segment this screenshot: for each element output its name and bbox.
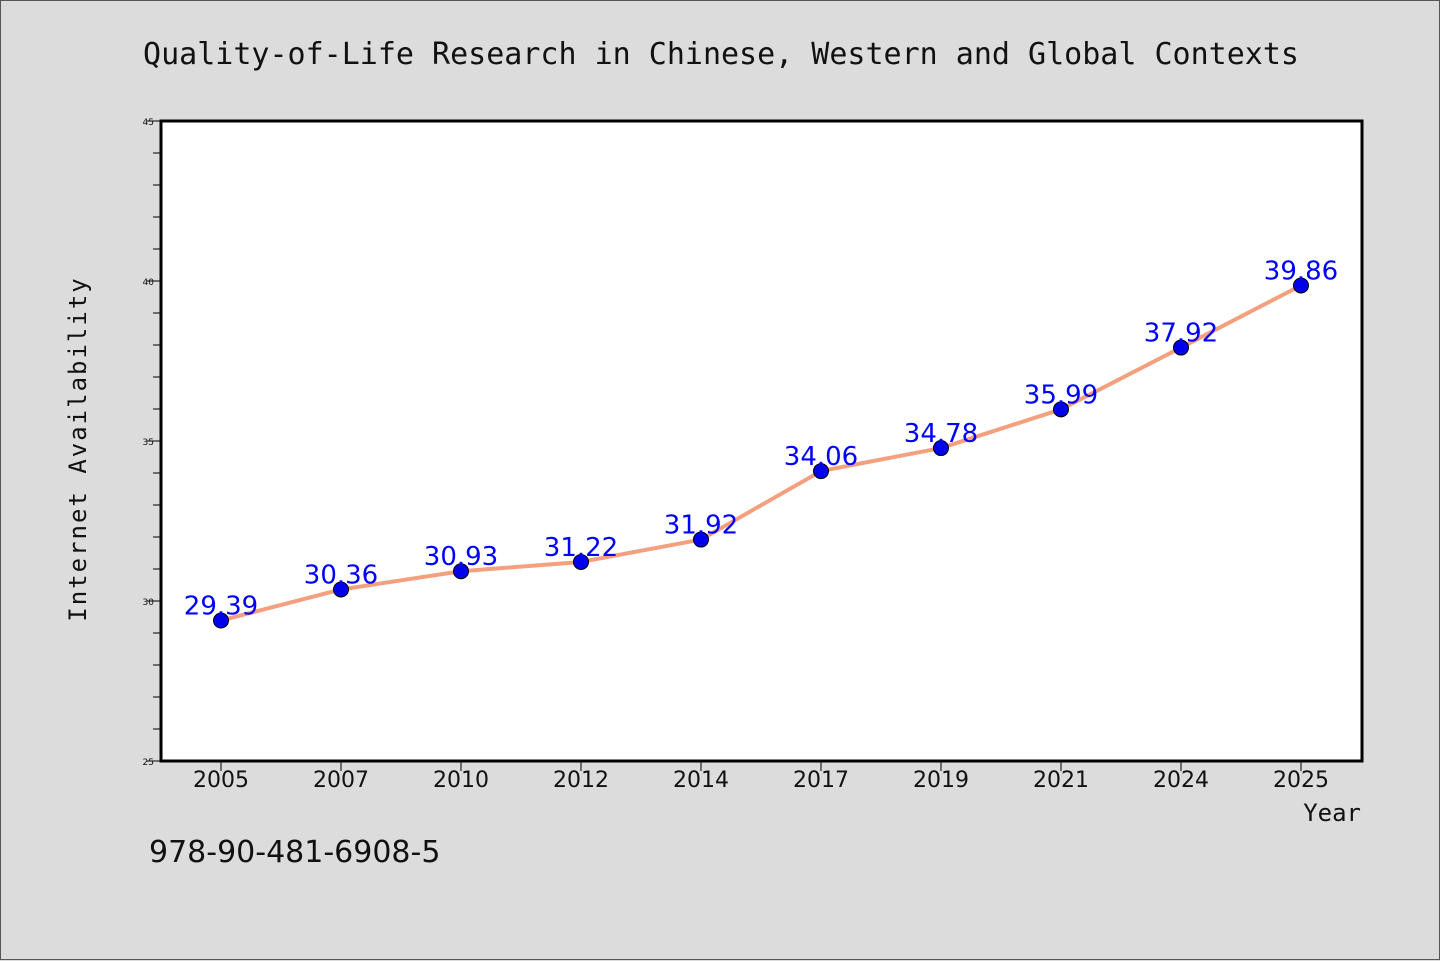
x-tick-label: 2024 [1153, 768, 1209, 793]
x-tick-label: 2025 [1273, 768, 1329, 793]
x-tick-label: 2010 [433, 768, 489, 793]
data-point [453, 563, 469, 580]
x-tick-label: 2012 [553, 768, 609, 793]
x-tick-label: 2021 [1033, 768, 1089, 793]
data-label: 29.39 [184, 592, 258, 622]
series-layer: 29.39 30.36 30.93 31.22 31.92 34.06 34.78 35.99… [184, 256, 1338, 629]
data-point [933, 440, 949, 457]
data-point [1173, 339, 1189, 356]
data-point [333, 581, 349, 598]
data-label: 31.22 [544, 533, 618, 563]
isbn-text: 978-90-481-6908-5 [149, 835, 441, 870]
x-axis-label: Year [1303, 799, 1361, 827]
data-point [573, 553, 589, 570]
x-tick-label: 2005 [193, 768, 249, 793]
data-label: 35.99 [1024, 380, 1098, 410]
y-tick-label: 40 [143, 278, 155, 288]
data-point [693, 531, 709, 548]
x-axis-ticks: 2005 2007 2010 2012 2014 2017 2019 2021 2024 2025 [193, 761, 1329, 793]
data-label: 37.92 [1144, 319, 1218, 349]
data-point [213, 612, 229, 629]
series-line [219, 283, 1303, 623]
data-label: 30.36 [304, 560, 378, 590]
plot-area [159, 119, 1364, 763]
data-label: 31.92 [664, 511, 738, 541]
data-point [1053, 401, 1069, 418]
y-tick-label: 25 [143, 758, 154, 768]
x-tick-label: 2017 [793, 768, 849, 793]
y-axis-label: Internet Availability [64, 276, 92, 621]
data-label: 34.78 [904, 419, 978, 449]
chart-title: Quality-of-Life Research in Chinese, Wes… [143, 37, 1299, 72]
data-point [813, 463, 829, 480]
data-label: 34.06 [784, 442, 858, 472]
y-axis-ticks: 25 30 35 40 45 [143, 118, 160, 768]
x-tick-label: 2014 [673, 768, 729, 793]
y-tick-label: 30 [143, 598, 155, 608]
x-tick-label: 2007 [313, 768, 369, 793]
data-point [1293, 277, 1309, 294]
x-tick-label: 2019 [913, 768, 969, 793]
y-tick-label: 45 [143, 118, 154, 128]
data-label: 30.93 [424, 542, 498, 572]
data-label: 39.86 [1264, 256, 1338, 286]
y-tick-label: 35 [143, 438, 154, 448]
